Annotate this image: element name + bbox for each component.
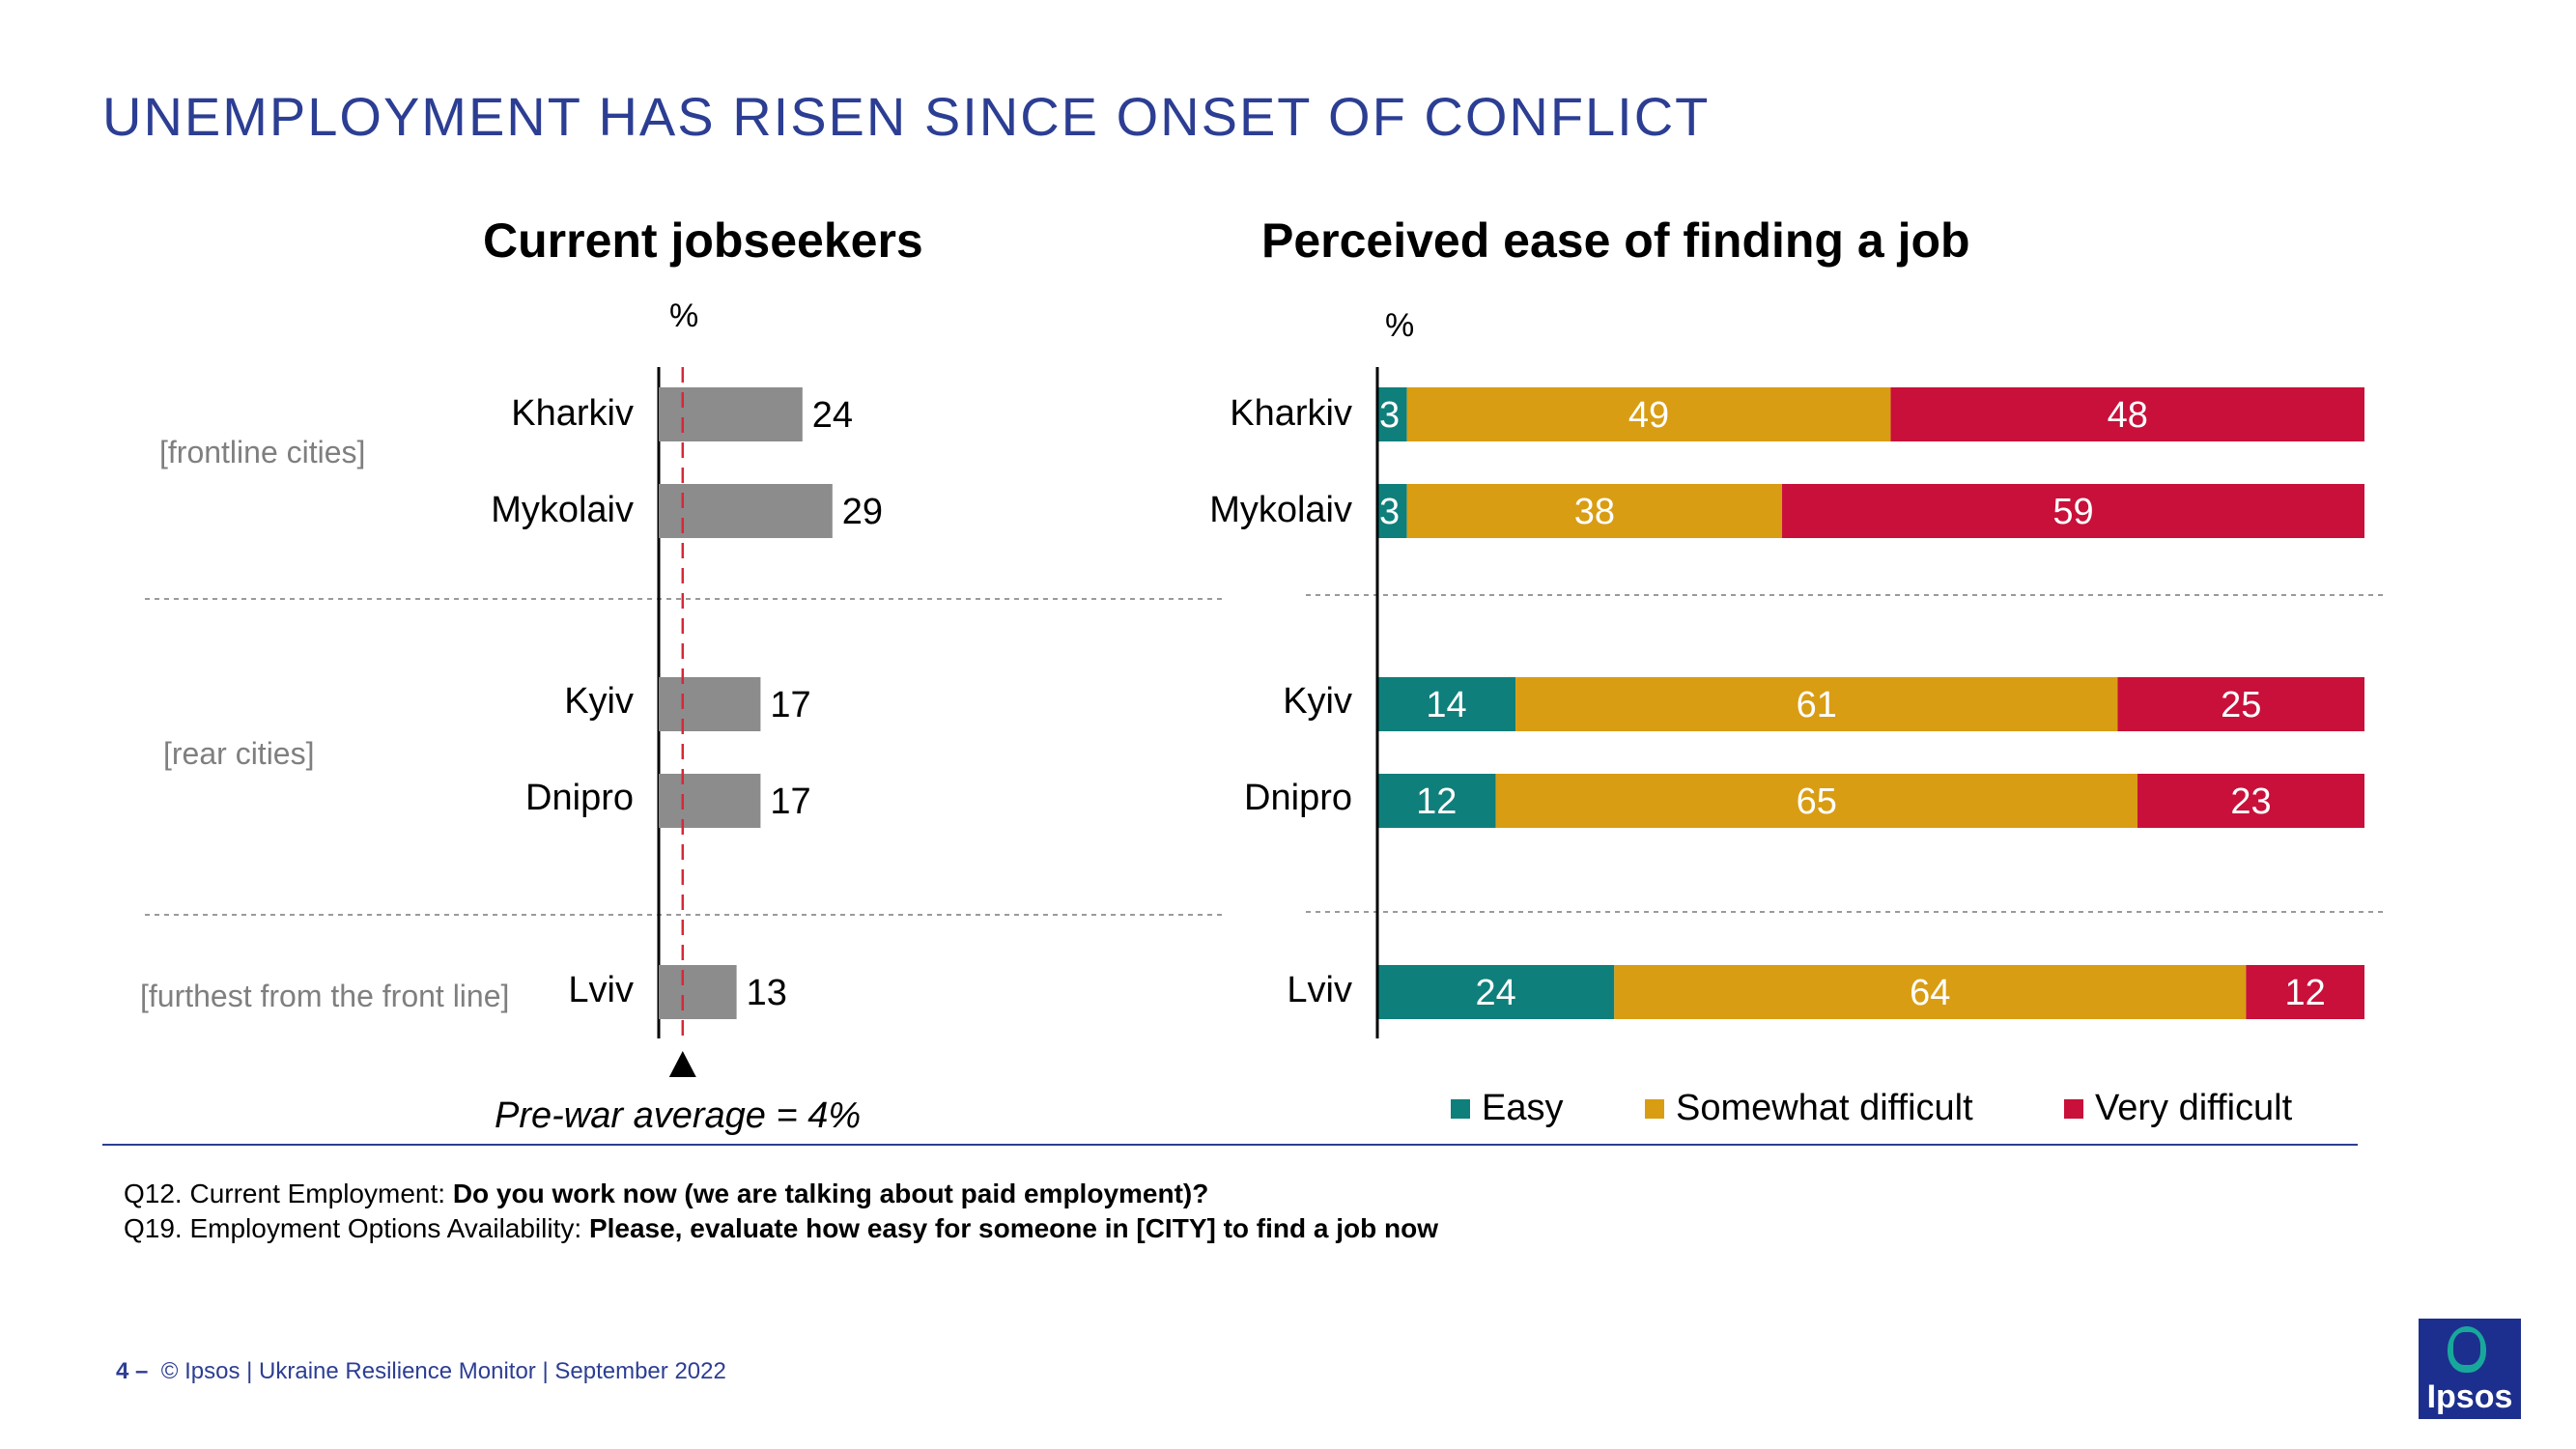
ease-label-lviv-easy: 24	[1475, 973, 1515, 1013]
jobseekers-value-kyiv: 17	[770, 685, 810, 725]
question-note-q12: Q12. Current Employment: Do you work now…	[124, 1179, 1208, 1209]
jobseekers-city-lviv: Lviv	[568, 970, 634, 1010]
legend-very-difficult-swatch	[2064, 1098, 2083, 1119]
jobseekers-bar-kyiv	[659, 677, 761, 731]
ease-bar-kyiv-very-difficult	[2117, 677, 2364, 731]
ease-bar-mykolaiv-very-difficult	[1782, 484, 2364, 538]
legend-somewhat-difficult-label: Somewhat difficult	[1676, 1088, 1973, 1128]
jobseekers-chart-title: Current jobseekers	[483, 213, 923, 268]
group-label-rear: [rear cities]	[163, 736, 315, 771]
question-note-q12-text: Do you work now (we are talking about pa…	[452, 1179, 1209, 1208]
group-label-furthest: [furthest from the front line]	[140, 979, 510, 1013]
ease-bar-lviv-somewhat-difficult	[1614, 965, 2247, 1019]
jobseekers-unit-label: %	[669, 298, 699, 334]
notes-separator	[102, 1144, 2358, 1146]
footer: 4 – © Ipsos | Ukraine Resilience Monitor…	[116, 1358, 726, 1385]
ease-label-dnipro-very-difficult: 23	[2230, 781, 2271, 822]
pre-war-average-label: Pre-war average = 4%	[495, 1095, 862, 1136]
question-note-q19-text: Please, evaluate how easy for someone in…	[588, 1213, 1438, 1243]
footer-page-number: 4	[116, 1358, 129, 1384]
jobseekers-city-mykolaiv: Mykolaiv	[491, 490, 634, 530]
ease-bar-dnipro-easy	[1377, 774, 1496, 828]
ease-bar-lviv-very-difficult	[2246, 965, 2364, 1019]
pre-war-marker-icon	[668, 1051, 696, 1077]
ipsos-logo-head-inner-icon	[2453, 1332, 2480, 1365]
jobseekers-value-lviv: 13	[747, 973, 787, 1013]
ease-label-lviv-very-difficult: 12	[2285, 973, 2326, 1013]
ease-bar-kharkiv-somewhat-difficult	[1406, 387, 1891, 441]
legend-easy: Easy	[1451, 1088, 1563, 1129]
jobseekers-city-dnipro: Dnipro	[525, 778, 634, 818]
ease-bar-kyiv-somewhat-difficult	[1515, 677, 2118, 731]
jobseekers-bar-mykolaiv	[659, 484, 833, 538]
ease-city-dnipro: Dnipro	[1244, 778, 1352, 818]
ease-bar-kyiv-easy	[1377, 677, 1516, 731]
ease-label-kharkiv-very-difficult: 48	[2108, 395, 2148, 436]
ease-label-kyiv-very-difficult: 25	[2221, 685, 2261, 725]
ease-label-kharkiv-easy: 3	[1379, 395, 1400, 436]
ease-label-kyiv-somewhat-difficult: 61	[1797, 685, 1837, 725]
ease-label-mykolaiv-very-difficult: 59	[2052, 492, 2093, 532]
ease-bar-dnipro-very-difficult	[2137, 774, 2364, 828]
question-note-q19: Q19. Employment Options Availability: Pl…	[124, 1213, 1438, 1244]
legend-very-difficult-label: Very difficult	[2095, 1088, 2293, 1128]
ease-label-kharkiv-somewhat-difficult: 49	[1628, 395, 1669, 436]
ease-label-mykolaiv-easy: 3	[1379, 492, 1400, 532]
jobseekers-bar-dnipro	[659, 774, 761, 828]
ease-label-kyiv-easy: 14	[1426, 685, 1466, 725]
question-note-q19-prefix: Q19. Employment Options Availability:	[124, 1213, 589, 1243]
group-label-frontline: [frontline cities]	[159, 435, 366, 469]
ease-city-mykolaiv: Mykolaiv	[1209, 490, 1352, 530]
legend-somewhat-difficult-swatch	[1645, 1098, 1664, 1119]
ease-bar-mykolaiv-easy	[1377, 484, 1407, 538]
ease-city-kyiv: Kyiv	[1283, 681, 1352, 722]
ease-bar-mykolaiv-somewhat-difficult	[1406, 484, 1783, 538]
footer-dash: –	[135, 1358, 149, 1384]
jobseekers-city-kharkiv: Kharkiv	[511, 393, 634, 434]
footer-source: © Ipsos | Ukraine Resilience Monitor | S…	[160, 1358, 726, 1384]
ease-bar-kharkiv-very-difficult	[1890, 387, 2364, 441]
ease-label-dnipro-somewhat-difficult: 65	[1797, 781, 1837, 822]
ease-label-mykolaiv-somewhat-difficult: 38	[1574, 492, 1615, 532]
legend-easy-label: Easy	[1482, 1088, 1564, 1128]
ipsos-logo-text: Ipsos	[2426, 1378, 2513, 1415]
ease-label-dnipro-easy: 12	[1416, 781, 1457, 822]
jobseekers-city-kyiv: Kyiv	[564, 681, 634, 722]
legend-easy-swatch	[1451, 1098, 1470, 1119]
jobseekers-bar-lviv	[659, 965, 737, 1019]
legend-somewhat-difficult: Somewhat difficult	[1645, 1088, 1973, 1129]
ease-unit-label: %	[1385, 307, 1415, 344]
ipsos-logo: Ipsos	[2419, 1319, 2521, 1419]
ease-city-kharkiv: Kharkiv	[1230, 393, 1352, 434]
ease-city-lviv: Lviv	[1287, 970, 1352, 1010]
jobseekers-value-mykolaiv: 29	[842, 492, 883, 532]
ease-bar-kharkiv-easy	[1377, 387, 1407, 441]
slide-title: UNEMPLOYMENT HAS RISEN SINCE ONSET OF CO…	[102, 86, 1711, 147]
ease-chart-title: Perceived ease of finding a job	[1261, 213, 1970, 268]
question-note-q12-prefix: Q12. Current Employment:	[124, 1179, 453, 1208]
ease-label-lviv-somewhat-difficult: 64	[1910, 973, 1950, 1013]
ease-bar-lviv-easy	[1377, 965, 1615, 1019]
legend-very-difficult: Very difficult	[2064, 1088, 2292, 1129]
ease-bar-dnipro-somewhat-difficult	[1495, 774, 2137, 828]
jobseekers-value-dnipro: 17	[770, 781, 810, 822]
jobseekers-value-kharkiv: 24	[812, 395, 853, 436]
